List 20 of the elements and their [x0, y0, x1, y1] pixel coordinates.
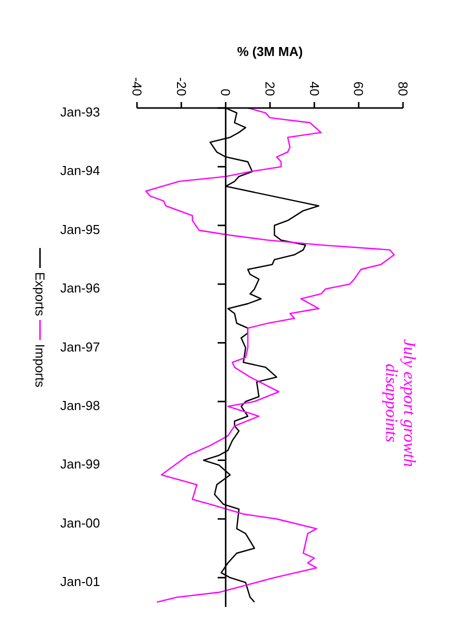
x-tick-label: -20 — [174, 77, 189, 96]
legend-label: Imports — [32, 344, 48, 388]
x-axis-title: % (3M MA) — [236, 44, 304, 59]
x-tick-label: 60 — [351, 82, 366, 96]
x-tick-label: 80 — [396, 82, 410, 96]
y-tick-label: Jan-01 — [60, 574, 100, 590]
annotation: July export growth disappoints — [382, 338, 419, 468]
y-tick-label: Jan-98 — [60, 398, 100, 414]
y-tick-label: Jan-96 — [60, 280, 100, 296]
y-tick-label: Jan-94 — [60, 163, 100, 178]
x-tick-label: 40 — [306, 82, 322, 96]
x-tick-label: 0 — [218, 88, 234, 96]
x-tick-label: 20 — [262, 82, 278, 96]
y-tick-label: Jan-99 — [60, 456, 100, 472]
y-tick-label: Jan-95 — [60, 222, 100, 237]
y-tick-label: Jan-97 — [60, 339, 100, 354]
y-tick-label: Jan-93 — [60, 104, 100, 120]
y-tick-label: Jan-00 — [60, 515, 100, 530]
x-tick-label: -40 — [130, 77, 144, 96]
legend-label: Exports — [32, 272, 48, 317]
